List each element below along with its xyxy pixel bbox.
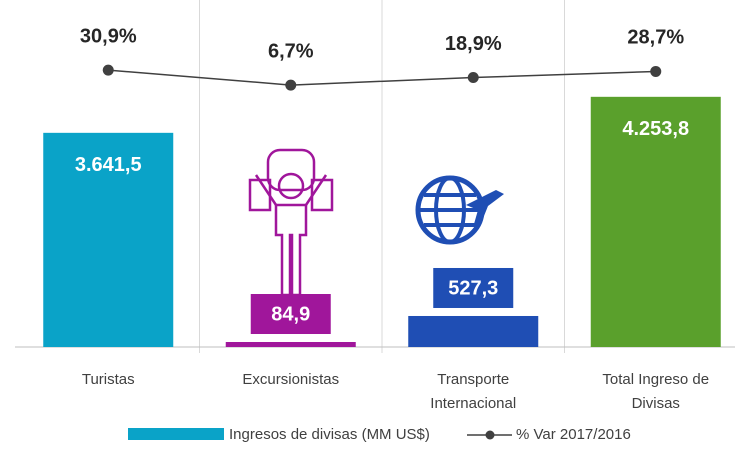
line-value-label: 30,9% [80, 25, 137, 47]
globe-icon [415, 175, 504, 245]
line [108, 69, 656, 86]
x-tick-label: Transporte Internacional [430, 371, 516, 412]
line-value-label: 28,7% [627, 27, 684, 49]
bar [408, 315, 539, 347]
line-value-label: 6,7% [268, 40, 314, 62]
line-value-label: 18,9% [445, 33, 502, 55]
bar-value-label: 3.641,5 [75, 154, 142, 176]
bar-value-label: 527,3 [448, 277, 498, 299]
line-point [102, 64, 114, 76]
line-point [285, 79, 297, 91]
backpacker-icon [248, 148, 334, 297]
x-tick-label: Excursionistas [242, 371, 339, 388]
line-point [650, 65, 662, 77]
bar [225, 342, 356, 347]
x-tick-label: Turistas [82, 371, 135, 388]
x-tick-label: Total Ingreso de Divisas [602, 371, 709, 412]
label-box [250, 294, 331, 335]
label-box [433, 267, 514, 308]
bar [590, 96, 721, 347]
bar-value-label: 4.253,8 [622, 118, 689, 140]
line-point [467, 72, 479, 84]
legend-dot [485, 430, 495, 440]
legend-swatch [128, 428, 224, 440]
bar-value-label: 84,9 [271, 303, 310, 325]
legend-label: Ingresos de divisas (MM US$) [229, 426, 430, 443]
bar [43, 132, 174, 347]
legend-label: % Var 2017/2016 [516, 426, 631, 443]
